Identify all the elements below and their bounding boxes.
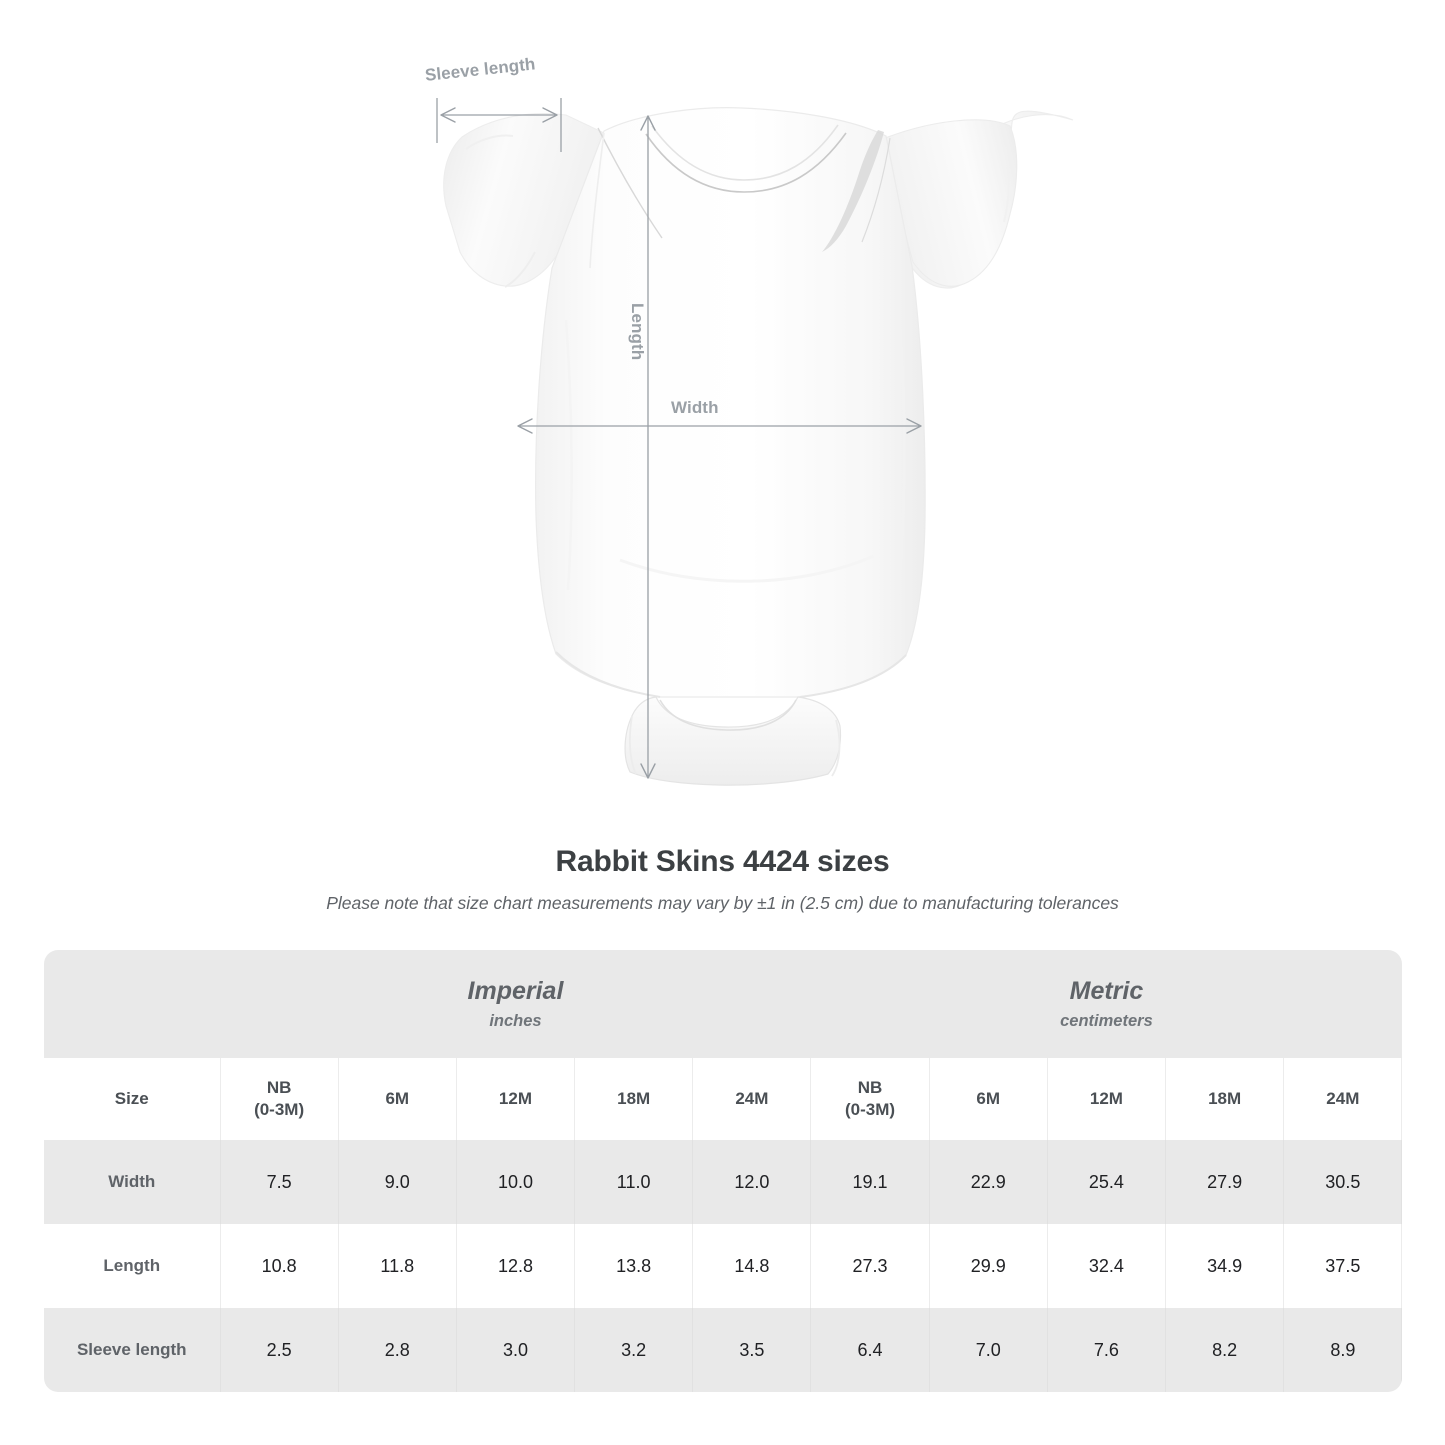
- cell-length-metric-12m: 32.4: [1046, 1224, 1167, 1308]
- bodysuit-body: [535, 107, 926, 698]
- column-header-imperial-6m: 6M: [337, 1058, 457, 1140]
- column-header-imperial-24m: 24M: [692, 1058, 812, 1140]
- cell-width-metric-6m: 22.9: [928, 1140, 1048, 1224]
- row-label-width: Width: [44, 1140, 221, 1224]
- cell-length-metric-6m: 29.9: [928, 1224, 1048, 1308]
- cell-width-imperial-12m: 10.0: [455, 1140, 576, 1224]
- column-header-metric-18m: 18M: [1165, 1058, 1285, 1140]
- cell-sleeve-metric-12m: 7.6: [1046, 1308, 1167, 1392]
- heading-block: Rabbit Skins 4424 sizes Please note that…: [0, 845, 1445, 914]
- cell-length-imperial-6m: 11.8: [337, 1224, 457, 1308]
- cell-length-imperial-12m: 12.8: [455, 1224, 576, 1308]
- cell-length-metric-18m: 34.9: [1165, 1224, 1285, 1308]
- cell-sleeve-metric-6m: 7.0: [928, 1308, 1048, 1392]
- unit-name-metric: Metric: [1069, 976, 1144, 1005]
- cell-length-imperial-nb: 10.8: [219, 1224, 339, 1308]
- cell-sleeve-imperial-24m: 3.5: [692, 1308, 812, 1392]
- cell-sleeve-imperial-12m: 3.0: [455, 1308, 576, 1392]
- unit-system-band: Imperial inches Metric centimeters: [44, 950, 1402, 1058]
- cell-width-metric-24m: 30.5: [1283, 1140, 1403, 1224]
- measurement-guides: [436, 98, 922, 779]
- size-label-main: 18M: [617, 1089, 651, 1109]
- cell-sleeve-metric-24m: 8.9: [1283, 1308, 1403, 1392]
- crotch-snap-panel: [624, 696, 842, 786]
- size-label-main: NB: [857, 1078, 883, 1098]
- row-label-sleeve-length: Sleeve length: [44, 1308, 221, 1392]
- garment-illustration: Sleeve length Length Width: [424, 54, 1074, 786]
- column-header-metric-24m: 24M: [1283, 1058, 1403, 1140]
- bodysuit-diagram: [436, 98, 1074, 786]
- cell-width-imperial-nb: 7.5: [219, 1140, 339, 1224]
- size-label-main: NB: [266, 1078, 292, 1098]
- row-label-length: Length: [44, 1224, 221, 1308]
- unit-band-imperial: Imperial inches: [220, 950, 811, 1058]
- column-header-metric-nb: NB (0-3M): [810, 1058, 930, 1140]
- left-sleeve: [443, 113, 605, 288]
- size-label-main: 18M: [1208, 1089, 1242, 1109]
- size-label-sub: (0-3M): [254, 1100, 305, 1119]
- column-header-size: Size: [44, 1058, 221, 1140]
- cell-width-metric-12m: 25.4: [1046, 1140, 1167, 1224]
- table-row: Width 7.5 9.0 10.0 11.0 12.0 19.1 22.9 2…: [44, 1140, 1403, 1224]
- column-header-imperial-nb: NB (0-3M): [219, 1058, 339, 1140]
- table-row: Length 10.8 11.8 12.8 13.8 14.8 27.3 29.…: [44, 1224, 1403, 1308]
- size-label-sub: (0-3M): [845, 1100, 896, 1119]
- cell-sleeve-imperial-nb: 2.5: [219, 1308, 339, 1392]
- right-sleeve: [867, 110, 1074, 289]
- cell-sleeve-imperial-6m: 2.8: [337, 1308, 457, 1392]
- cell-width-imperial-6m: 9.0: [337, 1140, 457, 1224]
- column-header-imperial-18m: 18M: [574, 1058, 694, 1140]
- unit-sub-imperial: inches: [489, 1012, 542, 1031]
- size-label-main: 12M: [498, 1089, 532, 1109]
- size-label-main: 24M: [735, 1089, 769, 1109]
- size-header-row: Size NB (0-3M) 6M 12M 18M 24M N: [44, 1058, 1403, 1140]
- unit-band-metric: Metric centimeters: [810, 950, 1402, 1058]
- table-row: Sleeve length 2.5 2.8 3.0 3.2 3.5 6.4 7.…: [44, 1308, 1403, 1392]
- length-measure-label: Length: [628, 303, 647, 361]
- unit-sub-metric: centimeters: [1060, 1012, 1153, 1031]
- page-title: Rabbit Skins 4424 sizes: [555, 845, 890, 878]
- unit-name-imperial: Imperial: [467, 976, 564, 1005]
- cell-sleeve-metric-nb: 6.4: [810, 1308, 930, 1392]
- size-label-main: 12M: [1089, 1089, 1123, 1109]
- cell-width-imperial-18m: 11.0: [574, 1140, 694, 1224]
- column-header-imperial-12m: 12M: [455, 1058, 576, 1140]
- cell-width-metric-18m: 27.9: [1165, 1140, 1285, 1224]
- column-header-metric-12m: 12M: [1046, 1058, 1167, 1140]
- width-measure-label: Width: [671, 398, 719, 417]
- unit-band-spacer: [44, 950, 220, 1058]
- size-chart-table: Imperial inches Metric centimeters Size …: [44, 950, 1403, 1392]
- cell-sleeve-imperial-18m: 3.2: [574, 1308, 694, 1392]
- size-label-main: 6M: [385, 1089, 410, 1109]
- cell-sleeve-metric-18m: 8.2: [1165, 1308, 1285, 1392]
- cell-width-metric-nb: 19.1: [810, 1140, 930, 1224]
- cell-length-imperial-18m: 13.8: [574, 1224, 694, 1308]
- page-subtitle: Please note that size chart measurements…: [326, 893, 1119, 913]
- cell-width-imperial-24m: 12.0: [692, 1140, 812, 1224]
- size-label-main: 6M: [976, 1089, 1001, 1109]
- cell-length-imperial-24m: 14.8: [692, 1224, 812, 1308]
- cell-length-metric-nb: 27.3: [810, 1224, 930, 1308]
- column-header-metric-6m: 6M: [928, 1058, 1048, 1140]
- cell-length-metric-24m: 37.5: [1283, 1224, 1403, 1308]
- size-label-main: 24M: [1326, 1089, 1360, 1109]
- size-chart-table-wrapper: Imperial inches Metric centimeters Size …: [44, 950, 1403, 1392]
